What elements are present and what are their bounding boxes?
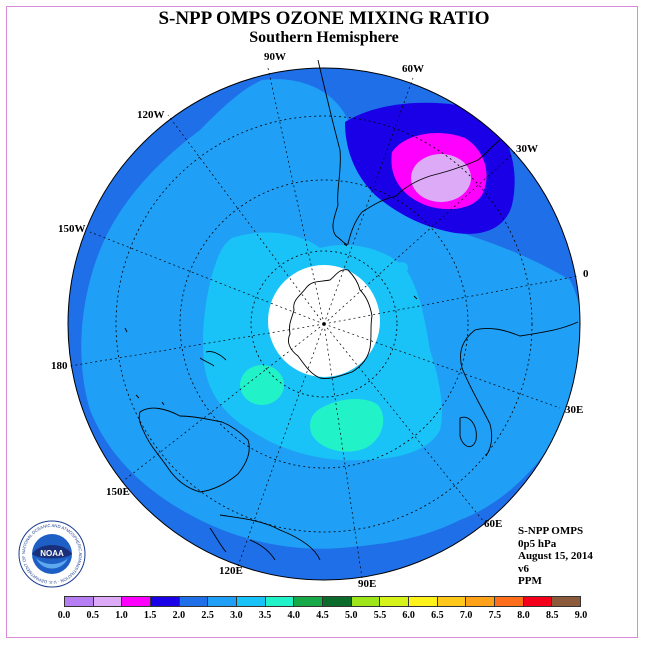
colorbar-label: 0.0 (57, 610, 71, 621)
colorbar-segment-14 (466, 597, 496, 606)
colorbar-label: 1.0 (115, 610, 128, 621)
colorbar-segment-9 (323, 597, 352, 606)
info-units: PPM (518, 575, 542, 587)
lon-label-120w: 120W (137, 109, 165, 121)
colorbar-label: 4.5 (316, 610, 329, 621)
ozone-level-3-5-west (240, 365, 284, 405)
map-subtitle: Southern Hemisphere (249, 29, 399, 46)
coast-madagascar (459, 416, 477, 448)
logo-text: NOAA (40, 549, 64, 558)
colorbar-label: 6.5 (431, 610, 444, 621)
info-instrument: S-NPP OMPS (518, 525, 584, 537)
colorbar-segment-3 (151, 597, 180, 606)
coast-south-america (317, 59, 501, 245)
colorbar-label: 0.5 (86, 610, 99, 621)
lon-label-120e: 120E (219, 565, 243, 577)
lon-label-60e: 60E (484, 518, 503, 530)
colorbar-segment-8 (294, 597, 324, 606)
lon-label-90e: 90E (358, 578, 377, 590)
colorbar-labels: 0.0 0.5 1.0 1.5 2.0 2.5 3.0 3.5 4.0 4.5 5.0 5.5 6.0 6… (0, 610, 648, 624)
ozone-level-0-5 (411, 154, 471, 202)
colorbar-segment-10 (351, 597, 381, 606)
lon-label-150e: 150E (106, 486, 130, 498)
colorbar-segment-11 (380, 597, 410, 606)
map-boundary (67, 67, 581, 581)
polar-data-gap (268, 265, 380, 377)
colorbar-segment-12 (409, 597, 438, 606)
lon-label-180: 180 (51, 360, 68, 372)
coast-southeast-asia (209, 514, 321, 561)
colorbar-label: 5.5 (373, 610, 387, 621)
colorbar-label: 1.5 (143, 610, 157, 621)
coast-africa (460, 321, 579, 457)
lon-label-0: 0 (583, 268, 589, 280)
coast-new-zealand (199, 351, 227, 367)
colorbar-segment-6 (237, 597, 266, 606)
noaa-logo: NATIONAL OCEANIC AND ATMOSPHERIC ADMINIS… (18, 520, 86, 588)
colorbar (64, 596, 581, 607)
info-version: v6 (518, 562, 529, 575)
ozone-level-3-5-south (310, 398, 384, 452)
coast-small-islands (124, 243, 418, 406)
colorbar-label: 2.5 (201, 610, 214, 621)
colorbar-label: 4.0 (287, 610, 301, 621)
south-pole-marker (322, 322, 326, 326)
info-block: S-NPP OMPS 0p5 hPa August 15, 2014 v6 PP… (518, 525, 593, 588)
colorbar-segment-16 (523, 597, 553, 606)
colorbar-label: 8.0 (517, 610, 530, 621)
map-title: S-NPP OMPS OZONE MIXING RATIO (158, 8, 490, 29)
lon-label-150w: 150W (58, 223, 86, 235)
colorbar-segment-4 (179, 597, 209, 606)
colorbar-label: 7.0 (459, 610, 473, 621)
coast-australia (138, 407, 250, 493)
colorbar-segment-15 (495, 597, 524, 606)
lon-label-30e: 30E (565, 404, 584, 416)
colorbar-segment-1 (93, 597, 123, 606)
colorbar-segment-0 (65, 597, 94, 606)
lon-label-60w: 60W (402, 63, 424, 75)
colorbar-label: 8.5 (546, 610, 559, 621)
ozone-level-3-0-spot2 (407, 304, 417, 316)
colorbar-segment-7 (265, 597, 295, 606)
colorbar-label: 9.0 (574, 610, 588, 621)
colorbar-label: 7.5 (488, 610, 502, 621)
colorbar-label: 3.0 (230, 610, 243, 621)
coast-antarctica (287, 269, 373, 379)
colorbar-segment-13 (437, 597, 467, 606)
colorbar-label: 2.0 (172, 610, 186, 621)
colorbar-segment-5 (208, 597, 238, 606)
ozone-level-3-0-spot (396, 262, 408, 274)
colorbar-segment-17 (552, 597, 581, 606)
coastlines (124, 59, 579, 561)
lon-label-30w: 30W (516, 143, 538, 155)
colorbar-segment-2 (122, 597, 152, 606)
graticule (69, 67, 579, 579)
colorbar-label: 3.5 (258, 610, 272, 621)
lon-label-90w: 90W (264, 51, 286, 63)
colorbar-label: 6.0 (402, 610, 415, 621)
info-date: August 15, 2014 (518, 550, 593, 562)
info-level: 0p5 hPa (518, 537, 557, 550)
page-frame (6, 6, 638, 638)
colorbar-label: 5.0 (344, 610, 358, 621)
